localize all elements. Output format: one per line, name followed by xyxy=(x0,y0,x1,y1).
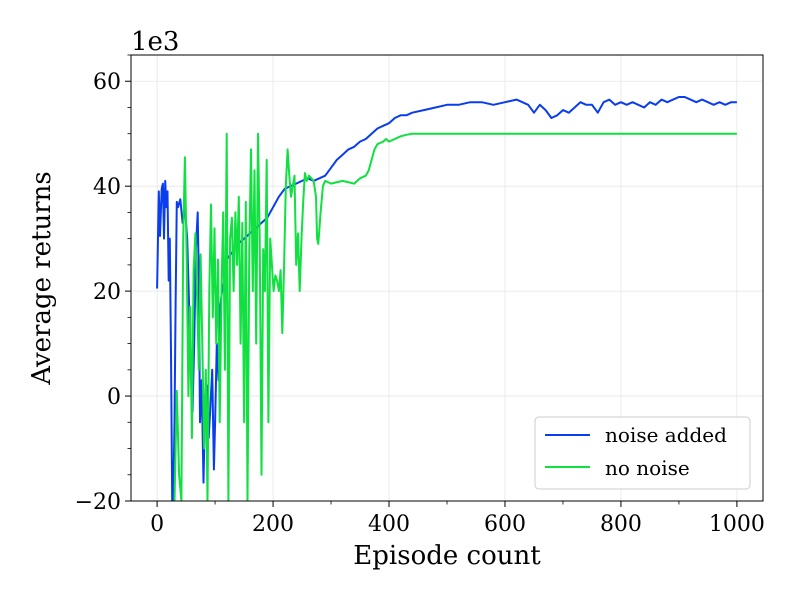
series-line-no-noise xyxy=(173,132,737,501)
x-axis-label: Episode count xyxy=(353,541,541,571)
y-tick-label: 0 xyxy=(107,385,121,410)
y-axis-label: Average returns xyxy=(27,171,57,386)
axes-ticks: 0 200 400 600 800 1000 −20 0 20 40 60 xyxy=(75,54,765,537)
x-tick-label: 400 xyxy=(368,512,410,537)
y-tick-label: 20 xyxy=(93,280,121,305)
x-tick-label: 1000 xyxy=(709,512,765,537)
y-tick-label: 60 xyxy=(93,70,121,95)
x-tick-label: 200 xyxy=(252,512,294,537)
x-tick-label: 800 xyxy=(600,512,642,537)
y-offset-label: 1e3 xyxy=(131,27,179,57)
y-tick-label: −20 xyxy=(75,490,121,515)
legend-label-no-noise: no noise xyxy=(605,456,690,480)
x-tick-label: 0 xyxy=(150,512,164,537)
legend: noise added no noise xyxy=(534,416,751,490)
y-tick-label: 40 xyxy=(93,175,121,200)
x-tick-label: 600 xyxy=(484,512,526,537)
legend-label-noise-added: noise added xyxy=(605,423,727,447)
series-group xyxy=(156,96,737,501)
